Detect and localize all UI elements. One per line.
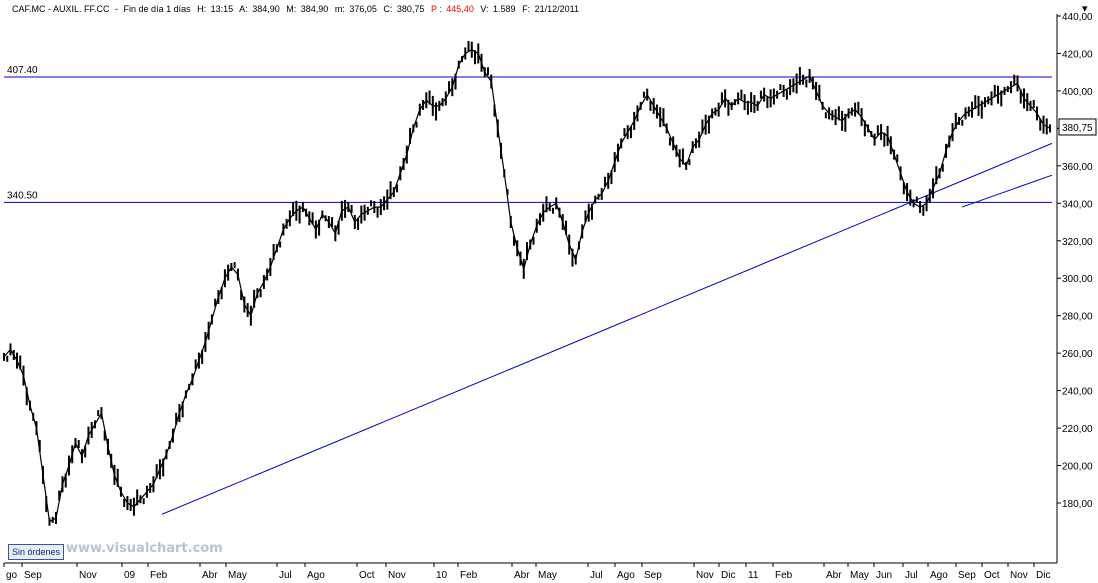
x-tick-label: Nov [388, 570, 406, 581]
header-bar [4, 2, 524, 16]
y-tick-label: 280,00 [1062, 312, 1093, 323]
y-tick-label: 340,00 [1062, 199, 1093, 210]
trend-line [161, 142, 1053, 515]
header-m-value: 384,90 [301, 4, 329, 14]
x-tick-label: Jul [590, 570, 603, 581]
x-tick-label: May [538, 570, 557, 581]
header-sep-1: - [115, 4, 118, 14]
header-ticker: CAF.MC - AUXIL. FF.CC [12, 4, 110, 14]
x-tick-label: 11 [748, 570, 759, 581]
x-tick-label: Ago [930, 570, 948, 581]
x-tick-label: Jul [905, 570, 918, 581]
x-tick-label: Dic [721, 570, 735, 581]
x-tick-label: Abr [514, 570, 530, 581]
header-info: CAF.MC - AUXIL. FF.CC - Fin de día 1 día… [12, 4, 579, 14]
x-tick-label: Jun [876, 570, 892, 581]
x-tick-label: Feb [775, 570, 793, 581]
y-tick-label: 440,00 [1062, 12, 1093, 23]
x-tick-label: May [228, 570, 247, 581]
x-tick-label: Abr [202, 570, 218, 581]
header-min-label: m: [335, 4, 345, 14]
y-tick-label: 180,00 [1062, 499, 1093, 510]
level-label: 340.50 [7, 190, 38, 201]
y-tick-label: 400,00 [1062, 87, 1093, 98]
close-icon[interactable]: ▾ [1082, 2, 1088, 15]
level-label: 407.40 [7, 65, 38, 76]
price-series [3, 40, 1051, 526]
x-tick-label: Nov [696, 570, 714, 581]
y-tick-label: 300,00 [1062, 274, 1093, 285]
x-tick-label: Sep [24, 570, 42, 581]
x-tick-label: go [6, 570, 18, 581]
x-tick-label: Jul [279, 570, 292, 581]
header-f-label: F: [522, 4, 530, 14]
x-axis-ticks: go Sep Nov 09 Feb Abr May Jul Ago Oct Nov 10 Feb Abr M… [3, 563, 1050, 581]
trend-lines [161, 142, 1053, 515]
last-price-label: 380,75 [1062, 123, 1093, 134]
header-p-label: P : [431, 4, 442, 14]
x-tick-label: Feb [150, 570, 168, 581]
header-v-value: 1.589 [493, 4, 516, 14]
x-tick-label: 10 [436, 570, 448, 581]
y-tick-label: 200,00 [1062, 462, 1093, 473]
x-tick-label: Sep [958, 570, 976, 581]
x-tick-label: 09 [124, 570, 136, 581]
trend-line [961, 174, 1053, 208]
x-tick-label: Oct [359, 570, 375, 581]
x-tick-label: Abr [826, 570, 842, 581]
y-tick-label: 260,00 [1062, 349, 1093, 360]
header-period: Fin de día 1 días [124, 4, 192, 14]
header-p-value: 445,40 [446, 4, 474, 14]
y-tick-label: 320,00 [1062, 237, 1093, 248]
last-price-marker: 380,75 [1058, 118, 1097, 136]
brand-watermark: www.visualchart.com [66, 541, 223, 556]
y-tick-label: 240,00 [1062, 387, 1093, 398]
header-c-label: C: [383, 4, 392, 14]
header-h-value: 13:15 [211, 4, 234, 14]
x-tick-label: Ago [617, 570, 635, 581]
y-tick-label: 420,00 [1062, 49, 1093, 60]
header-a-value: 384,90 [252, 4, 280, 14]
price-line [3, 49, 1051, 523]
orders-button[interactable]: Sin órdenes [8, 544, 65, 560]
header-min-value: 376,05 [349, 4, 377, 14]
x-tick-label: Feb [460, 570, 478, 581]
header-c-value: 380,75 [397, 4, 425, 14]
header-f-value: 21/12/2011 [535, 4, 579, 14]
x-tick-label: Nov [1010, 570, 1028, 581]
x-tick-label: Ago [307, 570, 325, 581]
header-m-label: M: [286, 4, 296, 14]
x-tick-label: Dic [1036, 570, 1050, 581]
x-tick-label: Nov [79, 570, 97, 581]
header-v-label: V: [480, 4, 488, 14]
x-tick-label: May [850, 570, 869, 581]
horizontal-levels: 407.40 340.50 [4, 65, 1052, 203]
y-tick-label: 220,00 [1062, 424, 1093, 435]
x-tick-label: Sep [644, 570, 662, 581]
x-tick-label: Oct [984, 570, 1000, 581]
last-price-box [1058, 118, 1097, 136]
y-tick-label: 360,00 [1062, 162, 1093, 173]
header-a-label: A: [239, 4, 248, 14]
header-h-label: H: [197, 4, 206, 14]
